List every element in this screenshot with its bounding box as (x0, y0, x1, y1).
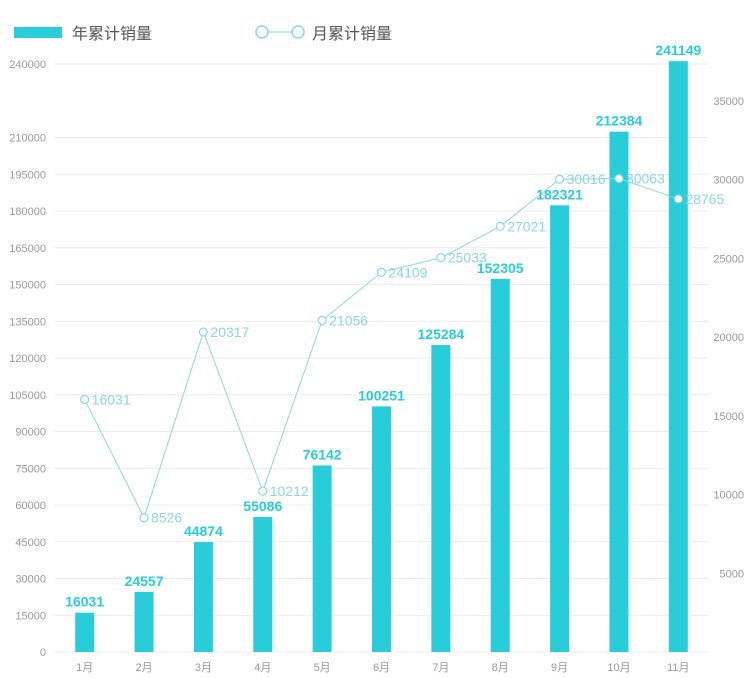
line-value-label: 16031 (92, 392, 131, 408)
line-point (495, 221, 505, 232)
legend-bar-label: 年累计销量 (72, 25, 152, 43)
bar (312, 465, 332, 652)
y-right-tick-label: 20000 (713, 332, 744, 344)
bar-value-label: 55086 (243, 498, 282, 514)
y-left-tick-label: 240000 (9, 59, 46, 71)
line-point (614, 173, 624, 184)
y-left-tick-label: 165000 (9, 243, 46, 255)
y-left-tick-label: 30000 (15, 574, 46, 586)
line-point (198, 327, 209, 337)
line-series (80, 173, 683, 523)
y-right-tick-label: 5000 (720, 568, 744, 580)
y-left-tick-label: 105000 (9, 390, 46, 402)
bar (75, 612, 95, 652)
bar (372, 406, 391, 652)
line-value-label: 20317 (210, 324, 249, 340)
data-labels: 16031 24557 44874 55086 76142 100251 125284 152… (65, 42, 724, 610)
y-left-tick-label: 210000 (9, 133, 46, 145)
y-left-tick-label: 195000 (9, 169, 46, 181)
y-left-tick-label: 180000 (9, 206, 46, 218)
legend-line-marker-right (291, 25, 305, 39)
line-value-label: 28765 (685, 191, 724, 207)
y-left-tick-label: 120000 (9, 353, 46, 365)
legend-line-marker-left (255, 25, 269, 39)
x-tick-label: 9月 (551, 662, 568, 674)
x-tick-label: 11月 (667, 662, 689, 674)
line-value-label: 25033 (448, 250, 487, 266)
y-axis-left: 0 15000 30000 45000 60000 75000 90000 105000 120… (9, 59, 46, 659)
bar-value-label: 100251 (358, 387, 405, 403)
bar-value-label: 241149 (655, 42, 701, 58)
x-tick-label: 1月 (76, 662, 93, 674)
bar (431, 345, 451, 652)
line-value-label: 30016 (567, 171, 606, 187)
y-left-tick-label: 75000 (15, 463, 46, 475)
x-tick-label: 8月 (492, 662, 509, 674)
bar-value-label: 44874 (184, 523, 223, 539)
line-point (258, 486, 268, 496)
bar-value-label: 16031 (65, 594, 104, 610)
legend-line-label: 月累计销量 (312, 25, 392, 43)
line-point (554, 174, 565, 184)
line-point (376, 267, 387, 277)
line-point (139, 513, 149, 523)
line-value-label: 8526 (151, 510, 182, 526)
bar (134, 591, 154, 652)
x-tick-label: 3月 (195, 662, 212, 674)
line-value-label: 27021 (507, 218, 546, 234)
legend-bar-swatch (14, 27, 62, 38)
bar (609, 131, 629, 653)
y-left-tick-label: 45000 (15, 537, 46, 549)
x-tick-label: 10月 (607, 662, 630, 674)
line-value-label: 24109 (389, 264, 428, 280)
y-left-tick-label: 60000 (15, 500, 46, 512)
bar-value-label: 182321 (536, 186, 583, 202)
y-right-tick-label: 35000 (713, 96, 744, 108)
bar (668, 61, 688, 653)
x-tick-label: 4月 (254, 662, 271, 674)
y-left-tick-label: 90000 (15, 427, 46, 439)
line-point (317, 315, 327, 325)
line-value-label: 21056 (329, 312, 368, 328)
x-tick-label: 6月 (373, 662, 390, 674)
bar-series (75, 61, 688, 653)
y-left-tick-label: 150000 (9, 280, 46, 292)
line-point (673, 194, 683, 204)
legend: 年累计销量 月累计销量 (14, 25, 392, 43)
y-axis-right: 5000 10000 15000 20000 25000 30000 35000 (713, 96, 744, 581)
x-tick-label: 5月 (314, 662, 331, 674)
y-right-tick-label: 10000 (713, 490, 744, 502)
x-tick-label: 2月 (135, 662, 152, 674)
y-right-tick-label: 30000 (713, 175, 744, 187)
bar (550, 205, 570, 653)
line-value-label: 30063 (626, 171, 665, 187)
y-right-tick-label: 15000 (713, 411, 744, 423)
bar-value-label: 212384 (596, 113, 643, 129)
line-value-label: 10212 (270, 483, 309, 499)
bar-value-label: 152305 (477, 260, 524, 276)
line-point (80, 394, 90, 405)
bar (253, 517, 273, 652)
y-left-tick-label: 15000 (15, 610, 46, 622)
line-point (436, 253, 446, 263)
x-axis: 1月 2月 3月 4月 5月 6月 7月 8月 9月 10月 11月 (76, 662, 689, 674)
bar-value-label: 76142 (303, 446, 342, 462)
bar (490, 278, 510, 652)
y-right-tick-label: 25000 (713, 253, 744, 265)
bar-value-label: 125284 (418, 326, 465, 342)
x-tick-label: 7月 (432, 662, 449, 674)
bar-value-label: 24557 (125, 573, 164, 589)
bar (193, 542, 213, 652)
y-left-tick-label: 0 (40, 647, 46, 659)
y-left-tick-label: 135000 (9, 316, 46, 328)
